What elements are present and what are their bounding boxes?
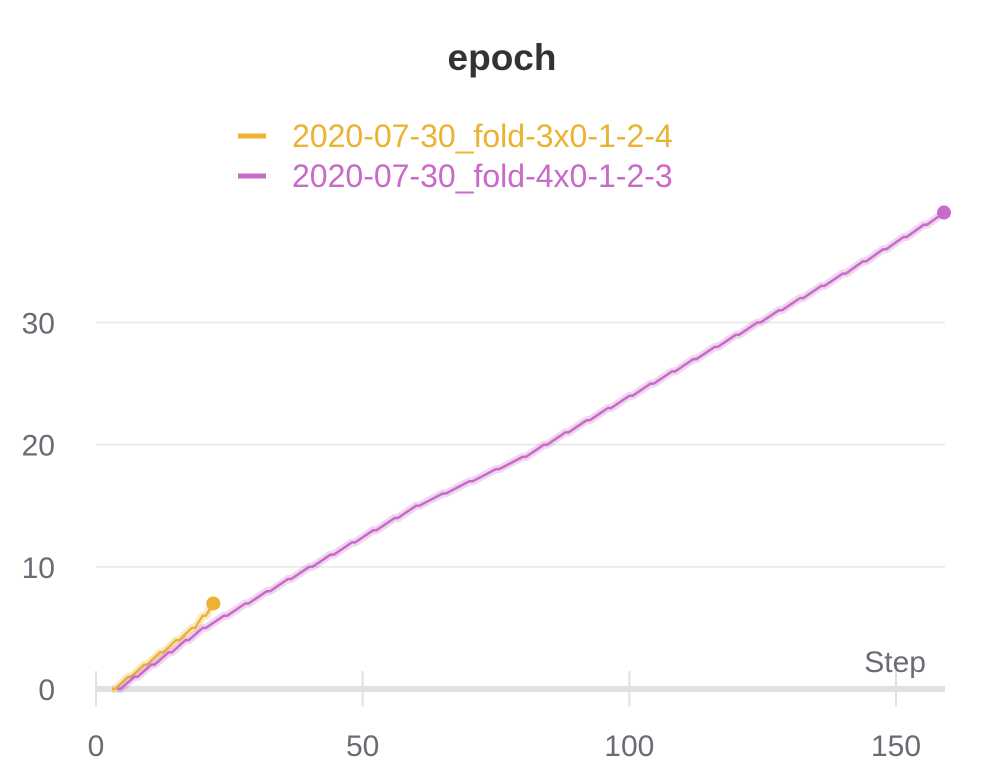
x-axis: 0 50 100 150 [88, 671, 921, 763]
y-tick-label: 20 [22, 430, 55, 463]
x-tick-label: 50 [346, 730, 379, 763]
grid-lines [96, 321, 945, 692]
y-axis: 0 10 20 30 [22, 308, 55, 708]
series-group [111, 205, 951, 693]
series-end-point[interactable] [206, 596, 221, 611]
x-tick-label: 0 [88, 730, 105, 763]
x-tick-label: 100 [604, 730, 654, 763]
x-axis-label: Step [864, 646, 926, 679]
series-end-point[interactable] [937, 205, 951, 220]
series-line [117, 211, 945, 691]
legend-entry[interactable]: 2020-07-30_fold-3x0-1-2-4 [292, 118, 673, 154]
legend: 2020-07-30_fold-3x0-1-2-4 2020-07-30_fold… [238, 118, 673, 194]
chart-title: epoch [448, 37, 557, 78]
y-tick-label: 10 [22, 552, 55, 585]
y-tick-label: 30 [22, 308, 55, 341]
series-line [112, 602, 215, 691]
y-tick-label: 0 [38, 674, 55, 707]
series-line-halo [116, 209, 947, 693]
x-tick-label: 150 [871, 730, 921, 763]
legend-entry[interactable]: 2020-07-30_fold-4x0-1-2-3 [292, 158, 673, 194]
